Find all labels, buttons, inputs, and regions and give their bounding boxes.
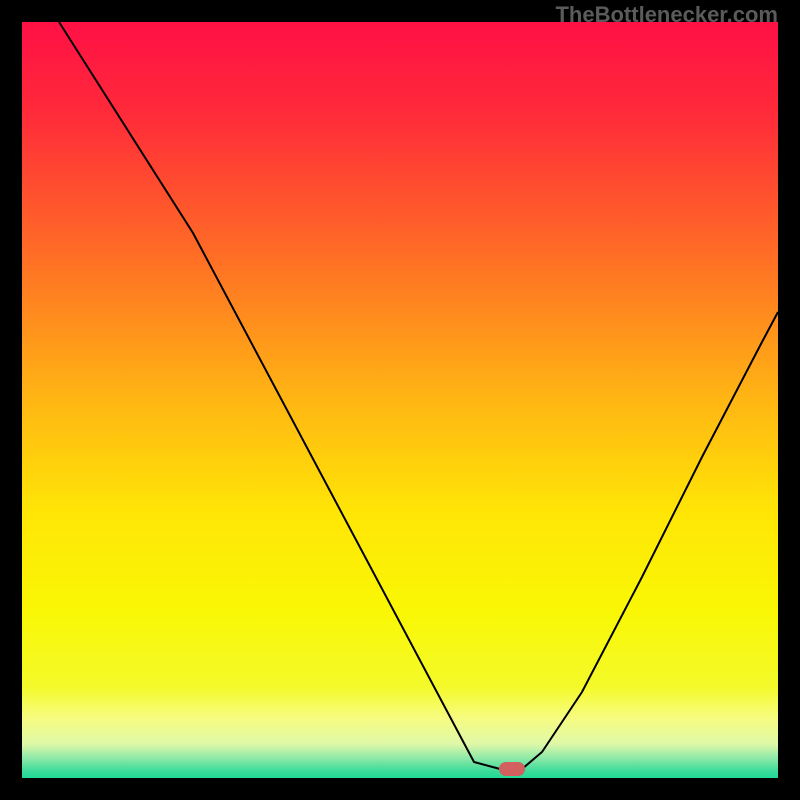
- watermark-text: TheBottlenecker.com: [555, 2, 778, 28]
- chart-svg: [22, 22, 778, 778]
- optimal-point-marker: [499, 762, 525, 776]
- chart-plot-area: [22, 22, 778, 778]
- chart-background: [22, 22, 778, 778]
